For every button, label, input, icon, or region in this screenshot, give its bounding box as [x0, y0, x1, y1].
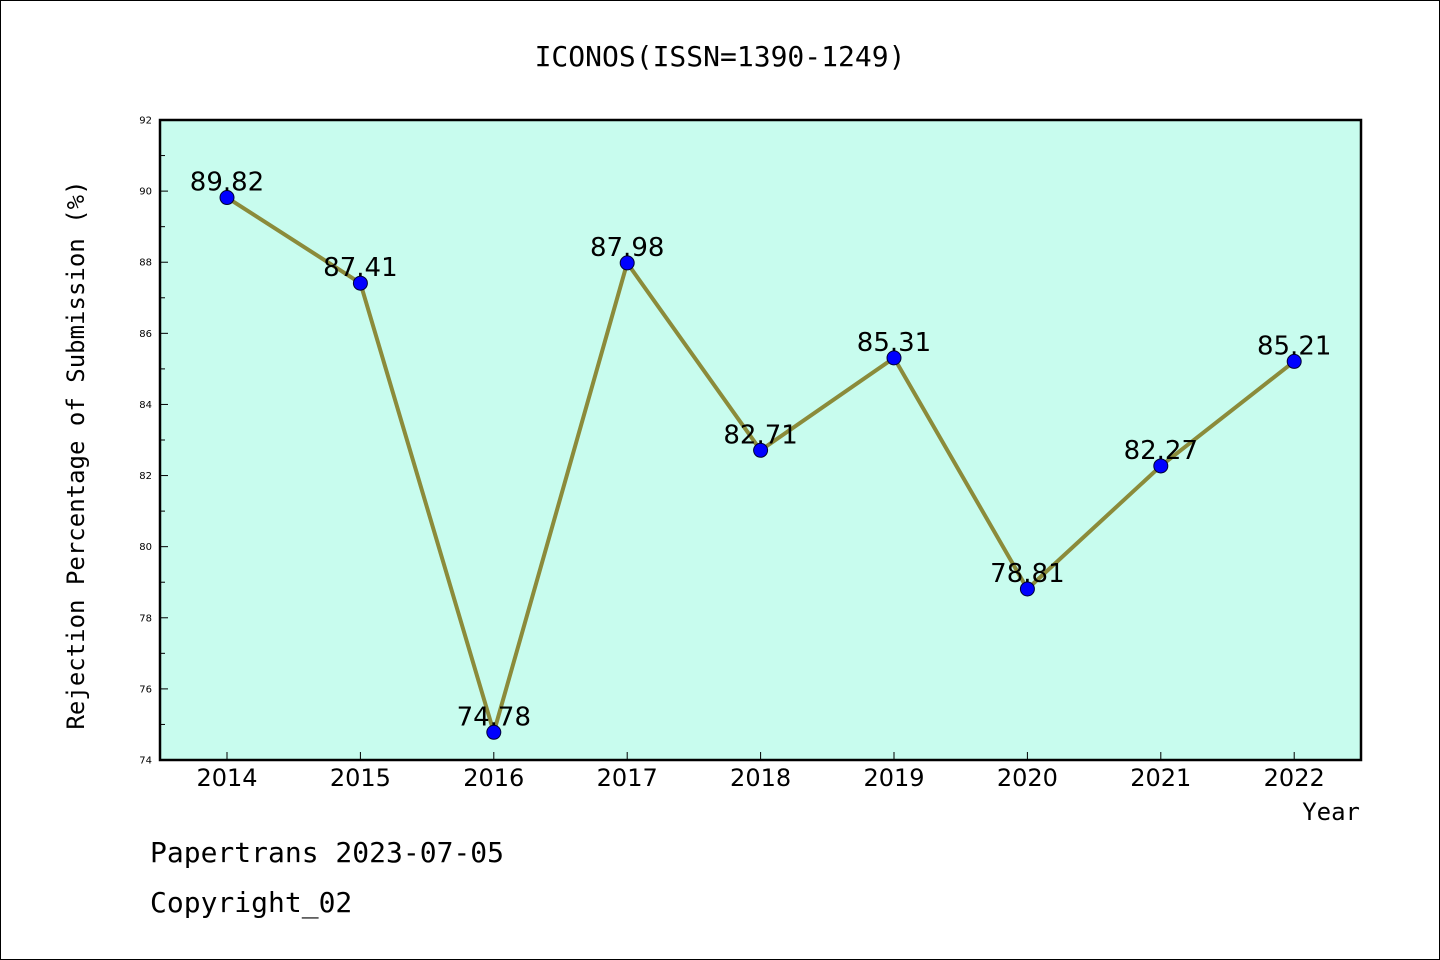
- data-point: [352, 275, 368, 291]
- plot-area: [160, 120, 1361, 760]
- data-label: 85.21: [1257, 331, 1331, 361]
- y-tick-label: 74: [139, 756, 152, 767]
- data-label: 74.78: [457, 702, 531, 732]
- x-tick-label: 2016: [463, 764, 524, 792]
- data-label: 85.31: [857, 328, 931, 358]
- y-tick-label: 84: [139, 400, 152, 411]
- data-label: 87.98: [590, 233, 664, 263]
- data-point: [1019, 581, 1035, 597]
- y-tick-label: 76: [139, 684, 152, 695]
- x-tick-label: 2019: [863, 764, 924, 792]
- x-axis-label: Year: [1302, 798, 1360, 826]
- y-tick-label: 88: [139, 258, 152, 269]
- chart-title: ICONOS(ISSN=1390-1249): [535, 40, 906, 73]
- data-label: 89.82: [190, 168, 264, 198]
- data-point: [619, 255, 635, 271]
- footer-source: Papertrans 2023-07-05: [150, 836, 505, 869]
- footer-copyright: Copyright_02: [150, 886, 353, 919]
- x-tick-label: 2014: [196, 764, 257, 792]
- x-tick-label: 2017: [597, 764, 658, 792]
- y-tick-label: 86: [139, 329, 152, 340]
- data-label: 82.27: [1124, 436, 1198, 466]
- x-tick-label: 2020: [997, 764, 1058, 792]
- x-tick-label: 2015: [330, 764, 391, 792]
- data-point: [1286, 353, 1302, 369]
- data-label: 87.41: [323, 253, 397, 283]
- y-tick-label: 82: [139, 471, 152, 482]
- plot-border: [158, 118, 1363, 762]
- y-tick-label: 80: [139, 542, 152, 553]
- x-tick-label: 2018: [730, 764, 791, 792]
- y-tick-label: 78: [139, 613, 152, 624]
- y-axis-label: Rejection Percentage of Submission (%): [62, 180, 90, 729]
- data-label: 82.71: [723, 420, 797, 450]
- data-point: [486, 724, 502, 740]
- x-tick-label: 2022: [1264, 764, 1325, 792]
- x-tick-label: 2021: [1130, 764, 1191, 792]
- y-tick-label: 92: [139, 116, 152, 127]
- data-label: 78.81: [990, 559, 1064, 589]
- y-tick-label: 90: [139, 187, 152, 198]
- data-point: [753, 442, 769, 458]
- data-point: [219, 190, 235, 206]
- data-point: [1153, 458, 1169, 474]
- data-point: [886, 350, 902, 366]
